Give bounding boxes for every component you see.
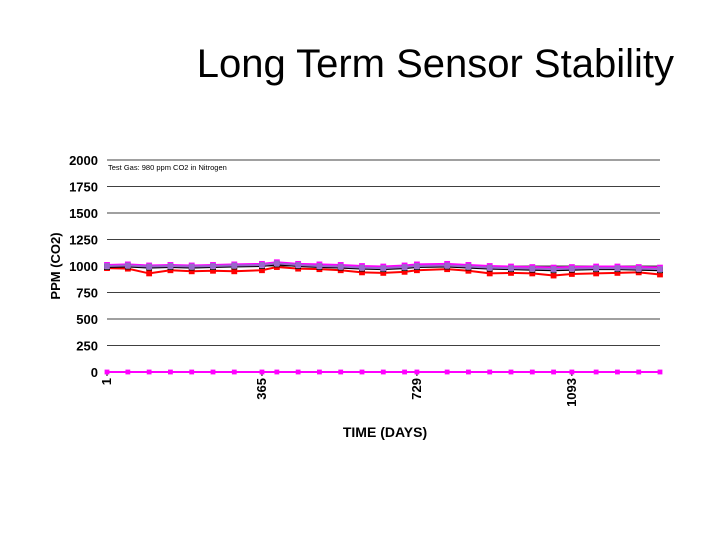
data-point (444, 262, 451, 269)
y-axis-tick-labels: 0 250 500 750 1000 1250 1500 1750 2000 (69, 153, 98, 380)
data-point (295, 262, 302, 268)
data-point (380, 265, 387, 272)
data-point (168, 369, 173, 375)
data-point (104, 369, 110, 375)
data-point (444, 369, 450, 375)
data-point (317, 369, 322, 375)
data-point (338, 369, 344, 375)
data-point (189, 369, 195, 375)
y-tick-label: 1250 (69, 233, 98, 248)
y-tick-label: 500 (76, 312, 98, 327)
data-point (259, 369, 265, 375)
data-point (231, 262, 238, 269)
y-tick-label: 1000 (69, 259, 98, 274)
data-point (593, 265, 600, 272)
data-point (487, 369, 493, 375)
data-point (508, 369, 514, 375)
x-axis-tick-labels: 1 365 729 1093 (99, 372, 579, 407)
data-point (466, 369, 471, 375)
data-point (568, 265, 575, 272)
data-point (146, 263, 153, 270)
y-tick-label: 750 (76, 286, 98, 301)
data-point (146, 369, 152, 375)
data-point (614, 265, 621, 272)
data-point (125, 369, 131, 375)
data-point (550, 272, 557, 279)
data-point (401, 264, 408, 270)
data-point (615, 369, 620, 375)
y-tick-label: 2000 (69, 153, 98, 168)
x-tick-label: 1 (99, 378, 114, 385)
data-point (657, 369, 663, 375)
data-point (210, 263, 216, 269)
data-point (402, 369, 407, 375)
slide-title: Long Term Sensor Stability (196, 42, 674, 86)
data-point (167, 263, 174, 269)
data-point (529, 265, 536, 272)
data-point (414, 263, 420, 269)
y-axis-label: PPM (CO2) (48, 232, 63, 299)
data-point (210, 369, 216, 375)
data-point (551, 369, 556, 375)
data-point (295, 369, 301, 375)
data-point (486, 270, 493, 277)
data-point (146, 270, 153, 277)
data-point (273, 260, 280, 267)
data-point (635, 265, 642, 272)
data-point (508, 265, 514, 272)
data-point (657, 266, 663, 273)
x-tick-label: 1093 (564, 378, 579, 407)
data-point (569, 369, 575, 375)
test-gas-annotation: Test Gas: 980 ppm CO2 in Nitrogen (108, 163, 227, 172)
series-group (104, 259, 663, 375)
data-point (188, 263, 195, 270)
data-point (465, 263, 472, 270)
y-tick-label: 1500 (69, 206, 98, 221)
data-point (550, 266, 557, 273)
data-point (259, 262, 265, 268)
data-point (337, 263, 344, 270)
x-tick-label: 729 (409, 378, 424, 400)
x-tick-label: 365 (254, 378, 269, 400)
data-point (231, 268, 238, 275)
y-tick-label: 250 (76, 339, 98, 354)
data-point (104, 263, 110, 269)
data-point (124, 262, 131, 269)
data-point (359, 264, 365, 271)
data-point (529, 369, 535, 375)
data-point (231, 369, 237, 375)
y-tick-label: 1750 (69, 180, 98, 195)
x-axis-label: TIME (DAYS) (343, 424, 427, 440)
data-point (359, 369, 365, 375)
data-point (486, 264, 493, 271)
data-point (636, 369, 642, 375)
data-point (380, 369, 386, 375)
data-point (593, 369, 599, 375)
data-point (414, 369, 420, 375)
data-point (274, 369, 280, 375)
y-tick-label: 0 (91, 365, 98, 380)
data-point (316, 263, 323, 269)
